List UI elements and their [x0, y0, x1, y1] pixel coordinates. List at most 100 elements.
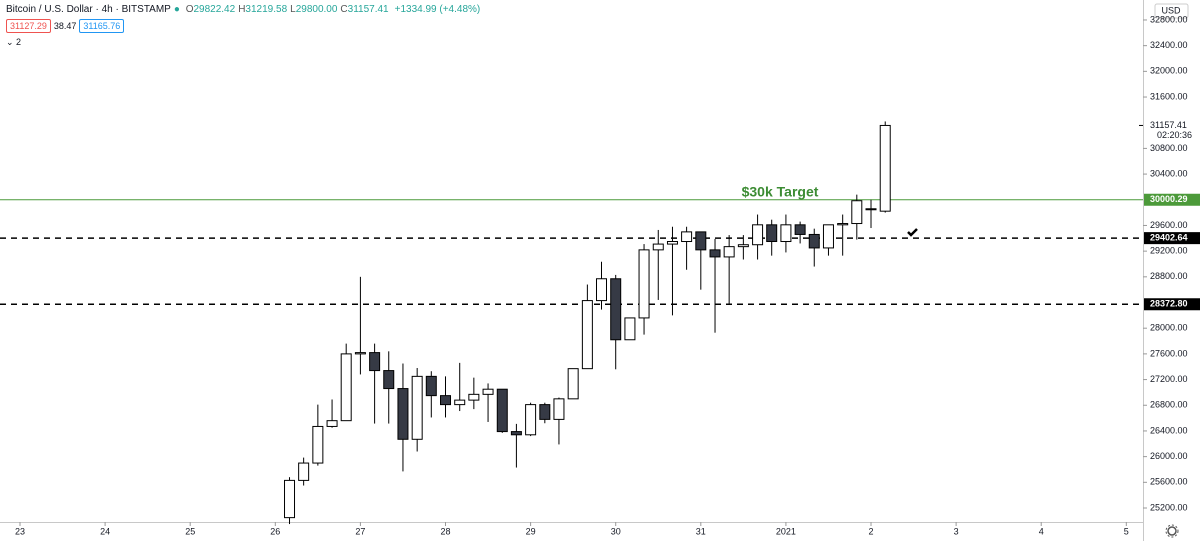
candle-body [681, 231, 693, 243]
indicators-toggle[interactable]: ⌄ 2 [6, 37, 22, 47]
ohlc-value: 31157.41 [347, 4, 389, 15]
y-tick-label: 32000.00 [1150, 66, 1188, 76]
x-tick-label: 4 [1039, 526, 1044, 536]
x-tick-label: 23 [15, 526, 25, 536]
candle-body [425, 375, 437, 397]
checkmark [907, 228, 918, 237]
candle-body [567, 368, 579, 400]
candle-body [610, 278, 622, 341]
level-label: 30000.29 [1150, 194, 1188, 204]
candle-body [652, 243, 664, 251]
bid[interactable]: 31127.29 [6, 19, 51, 33]
x-tick-label: 2 [869, 526, 874, 536]
candle-body [298, 462, 310, 481]
candle-body [624, 317, 636, 341]
candle-body [354, 352, 366, 355]
symbol-title: Bitcoin / U.S. Dollar · 4h · BITSTAMP [6, 4, 171, 15]
candle-body [766, 224, 778, 243]
candle-body [737, 244, 749, 248]
ohlc-key: L [290, 4, 296, 15]
candle-body [539, 404, 551, 420]
y-tick-label: 26000.00 [1150, 451, 1188, 461]
candle-body [312, 425, 324, 464]
x-tick-label: 26 [270, 526, 280, 536]
x-tick-label: 28 [440, 526, 450, 536]
ohlc-key: H [238, 4, 246, 15]
y-tick-label: 31600.00 [1150, 91, 1188, 101]
ohlc-value: 31219.58 [245, 4, 288, 15]
candle-body [780, 224, 792, 243]
settings-icon[interactable] [1165, 524, 1179, 538]
y-tick-label: 26800.00 [1150, 400, 1188, 410]
candle-body [752, 224, 764, 246]
y-tick-label: 32800.00 [1150, 14, 1188, 24]
candle-body [723, 246, 735, 258]
y-tick-label: 28000.00 [1150, 323, 1188, 333]
candle-body [397, 388, 409, 440]
x-tick-label: 25 [185, 526, 195, 536]
x-tick-label: 29 [526, 526, 536, 536]
y-tick-label: 25600.00 [1150, 477, 1188, 487]
candle-body [822, 224, 834, 249]
indicator-count: 2 [16, 37, 22, 47]
ohlc-key: C [340, 4, 348, 15]
y-tick-label: 29600.00 [1150, 220, 1188, 230]
x-tick-label: 24 [100, 526, 110, 536]
level-label: 28372.80 [1150, 299, 1188, 309]
candle-body [454, 399, 466, 406]
ohlc-value: 29822.42 [193, 4, 236, 15]
header: Bitcoin / U.S. Dollar · 4h · BITSTAMP ● O… [6, 4, 483, 48]
level-label-bg [1144, 232, 1200, 245]
y-tick-label: 30800.00 [1150, 143, 1188, 153]
candle-body [482, 388, 494, 395]
candle-body [383, 370, 395, 390]
level-label-bg [1144, 193, 1200, 206]
y-tick-label: 27200.00 [1150, 374, 1188, 384]
candle-body [581, 300, 593, 370]
x-tick-label: 3 [954, 526, 959, 536]
candle-body [709, 249, 721, 258]
change: +1334.99 (+4.48%) [394, 4, 481, 15]
candle-body [851, 200, 863, 225]
candle-body [666, 241, 678, 245]
candle-body [808, 233, 820, 249]
y-tick-label: 28800.00 [1150, 271, 1188, 281]
ask[interactable]: 31165.76 [79, 19, 125, 33]
candle-body [794, 224, 806, 235]
annotation: $30k Target [742, 184, 819, 200]
candle-body [525, 404, 537, 436]
last-price-bg [1144, 119, 1200, 142]
x-tick-label: 31 [696, 526, 706, 536]
candle-body [865, 208, 877, 211]
level-label: 29402.64 [1150, 233, 1188, 243]
currency-box[interactable] [1154, 3, 1189, 19]
candle-body [468, 393, 480, 401]
candle-body [411, 375, 423, 440]
candle-body [440, 395, 452, 406]
countdown: 02:20:36 [1157, 130, 1192, 140]
candle-body [340, 353, 352, 422]
y-tick-label: 30400.00 [1150, 168, 1188, 178]
ohlc-value: 29800.00 [295, 4, 338, 15]
ohlc-key: O [185, 4, 194, 15]
candle-body [837, 223, 849, 226]
spread: 38.47 [53, 21, 77, 31]
y-tick-label: 26400.00 [1150, 425, 1188, 435]
candle-body [284, 479, 296, 519]
x-tick-label: 27 [355, 526, 365, 536]
currency: USD [1161, 5, 1181, 15]
y-tick-label: 25200.00 [1150, 502, 1188, 512]
candle-body [638, 249, 650, 319]
candle-body [326, 420, 338, 427]
x-tick-label: 5 [1124, 526, 1129, 536]
y-tick-label: 32400.00 [1150, 40, 1188, 50]
y-tick-label: 29200.00 [1150, 246, 1188, 256]
candle-body [510, 431, 522, 436]
candle-body [695, 231, 707, 251]
candle-body [879, 124, 891, 212]
candle-body [595, 278, 607, 302]
y-tick-label: 27600.00 [1150, 348, 1188, 358]
last-price-label: 31157.41 [1150, 120, 1187, 130]
